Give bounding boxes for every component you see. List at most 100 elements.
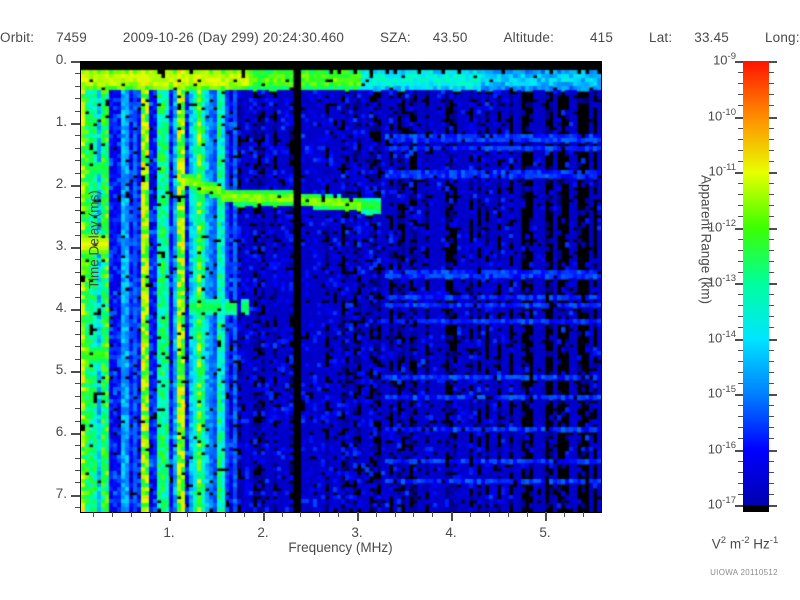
- axis-tick: [75, 321, 80, 322]
- y-axis-tick-label: 6.: [55, 424, 67, 439]
- axis-tick: [735, 339, 743, 341]
- colorbar: [743, 61, 769, 512]
- y-axis-tick-label: 3.: [55, 238, 67, 253]
- axis-tick: [769, 316, 774, 317]
- axis-tick: [769, 272, 774, 273]
- axis-tick: [769, 339, 777, 341]
- colorbar-tick-label: 10-12: [707, 218, 736, 235]
- axis-tick: [75, 173, 80, 174]
- axis-tick: [395, 512, 396, 517]
- axis-tick: [735, 394, 743, 396]
- axis-tick: [769, 505, 777, 507]
- axis-tick: [769, 361, 774, 362]
- axis-tick: [738, 438, 743, 439]
- axis-tick: [508, 512, 509, 517]
- axis-tick: [769, 394, 777, 396]
- axis-tick: [738, 427, 743, 428]
- credit-label: UIOWA 20110512: [710, 568, 778, 577]
- colorbar-units-label: V2 m-2 Hz-1: [711, 535, 779, 552]
- axis-tick: [206, 512, 207, 517]
- axis-tick: [738, 327, 743, 328]
- axis-tick: [769, 450, 777, 452]
- axis-tick: [738, 272, 743, 273]
- axis-tick: [75, 135, 80, 136]
- axis-tick: [769, 294, 774, 295]
- axis-tick: [769, 327, 774, 328]
- colorbar-tick-label: 10-9: [713, 51, 736, 68]
- axis-tick: [376, 512, 377, 517]
- axis-tick: [738, 405, 743, 406]
- axis-tick: [769, 105, 774, 106]
- axis-tick: [735, 283, 743, 285]
- axis-tick: [769, 183, 774, 184]
- axis-tick: [738, 128, 743, 129]
- axis-tick: [769, 472, 774, 473]
- header-altitude-label: Altitude:: [503, 30, 555, 45]
- axis-tick: [545, 512, 547, 521]
- axis-tick: [738, 105, 743, 106]
- axis-tick: [769, 150, 774, 151]
- axis-tick: [300, 512, 301, 517]
- axis-tick: [738, 416, 743, 417]
- axis-tick: [451, 512, 453, 521]
- axis-tick: [187, 512, 188, 517]
- axis-tick: [769, 205, 774, 206]
- axis-tick: [263, 512, 265, 521]
- x-axis-title: Frequency (MHz): [288, 540, 393, 555]
- axis-tick: [769, 483, 774, 484]
- axis-tick: [769, 72, 774, 73]
- axis-tick: [769, 383, 774, 384]
- axis-tick: [470, 512, 471, 517]
- axis-tick: [75, 482, 80, 483]
- axis-tick: [75, 86, 80, 87]
- axis-tick: [735, 117, 743, 119]
- axis-tick: [244, 512, 245, 517]
- axis-tick: [738, 461, 743, 462]
- colorbar-tick-label: 10-13: [707, 273, 736, 290]
- axis-tick: [738, 483, 743, 484]
- axis-tick: [75, 197, 80, 198]
- axis-tick: [738, 372, 743, 373]
- axis-tick: [75, 284, 80, 285]
- axis-tick: [112, 512, 113, 517]
- x-axis-tick-label: 1.: [163, 525, 175, 540]
- x-axis-tick-label: 3.: [351, 525, 363, 540]
- axis-tick: [71, 433, 80, 435]
- axis-tick: [769, 194, 774, 195]
- axis-tick: [769, 94, 774, 95]
- axis-tick: [769, 427, 774, 428]
- axis-tick: [769, 139, 774, 140]
- axis-tick: [738, 239, 743, 240]
- axis-tick: [413, 512, 414, 517]
- colorbar-tick-label: 10-10: [707, 107, 736, 124]
- header-lat-label: Lat:: [649, 30, 673, 45]
- colorbar-tick-label: 10-17: [707, 495, 736, 512]
- axis-tick: [769, 250, 774, 251]
- axis-tick: [769, 161, 774, 162]
- axis-tick: [738, 194, 743, 195]
- axis-tick: [738, 472, 743, 473]
- axis-tick: [432, 512, 433, 517]
- axis-tick: [75, 160, 80, 161]
- axis-tick: [738, 261, 743, 262]
- axis-tick: [71, 495, 80, 497]
- axis-tick: [769, 494, 774, 495]
- axis-tick: [769, 405, 774, 406]
- axis-tick: [75, 421, 80, 422]
- y-axis-tick-label: 1.: [55, 114, 67, 129]
- header-orbit-label: Orbit:: [0, 30, 35, 45]
- axis-tick: [71, 123, 80, 125]
- axis-tick: [489, 512, 490, 517]
- axis-tick: [75, 73, 80, 74]
- plot-header: Orbit: 7459 2009-10-26 (Day 299) 20:24:3…: [0, 30, 800, 45]
- axis-tick: [769, 117, 777, 119]
- axis-tick: [738, 294, 743, 295]
- axis-tick: [75, 235, 80, 236]
- y-axis-tick-label: 4.: [55, 300, 67, 315]
- x-axis-tick-label: 5.: [539, 525, 551, 540]
- axis-tick: [338, 512, 339, 517]
- axis-tick: [769, 61, 777, 63]
- colorbar-gradient: [743, 61, 769, 505]
- axis-tick: [769, 283, 777, 285]
- axis-tick: [75, 111, 80, 112]
